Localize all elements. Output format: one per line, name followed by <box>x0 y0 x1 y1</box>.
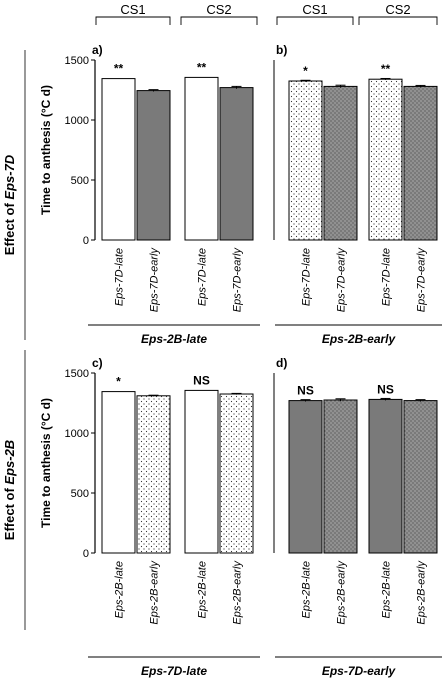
x-tick-label: Eps-7D-late <box>301 248 313 306</box>
bar <box>219 87 254 241</box>
group-bracket <box>95 16 171 25</box>
group-label: CS2 <box>206 2 231 17</box>
panel-d: d) Eps-2B-late Eps-2B-early Eps-2B-late Eps-… <box>273 356 442 678</box>
footer-label: Eps-7D-early <box>322 664 397 678</box>
bar <box>136 90 171 241</box>
significance-mark: NS <box>297 384 314 398</box>
group-label: CS2 <box>385 2 410 17</box>
x-tick-label: Eps-2B-late <box>381 561 393 618</box>
y-tick-label: 500 <box>71 175 89 187</box>
panel-label: c) <box>92 356 103 370</box>
row-title-top: Effect of Eps-7D <box>2 154 17 255</box>
group-bracket <box>276 16 354 25</box>
panel-b: CS1 CS2 b) Eps-7D-late Eps-7D-early Eps-7D-la… <box>273 2 442 346</box>
panel-label: b) <box>276 43 287 57</box>
panel-label: d) <box>276 356 287 370</box>
bar <box>368 398 403 554</box>
bar <box>368 78 403 241</box>
panels: CS1 CS2 0 500 1000 1500 Time to anthesis (°C d… <box>39 2 442 678</box>
y-axis-label: Time to anthesis (°C d) <box>39 398 53 528</box>
x-tick-label: Eps-2B-early <box>149 560 161 625</box>
panel-a: CS1 CS2 0 500 1000 1500 Time to anthesis (°C d… <box>39 2 260 346</box>
significance-mark: * <box>303 64 308 78</box>
significance-mark: ** <box>197 60 207 74</box>
footer-label: Eps-2B-late <box>141 332 207 346</box>
significance-mark: * <box>116 375 121 389</box>
bar <box>184 389 219 554</box>
bar <box>403 85 438 241</box>
x-tick-label: Eps-2B-late <box>114 561 126 618</box>
group-label: CS1 <box>302 2 327 17</box>
y-tick-label: 0 <box>83 235 89 247</box>
group-bracket <box>180 16 258 25</box>
x-tick-label: Eps-2B-late <box>197 561 209 618</box>
y-tick-label: 1000 <box>65 428 89 440</box>
bar <box>101 391 136 554</box>
significance-mark: ** <box>114 62 124 76</box>
significance-mark: NS <box>377 382 394 396</box>
bar <box>184 76 219 241</box>
x-tick-label: Eps-2B-early <box>336 560 348 625</box>
bar <box>288 400 323 554</box>
x-tick-label: Eps-7D-early <box>232 247 244 313</box>
y-tick-label: 500 <box>71 488 89 500</box>
y-tick-label: 1000 <box>65 115 89 127</box>
bar <box>288 80 323 241</box>
footer-label: Eps-2B-early <box>322 332 397 346</box>
bar <box>219 393 254 554</box>
group-label: CS1 <box>120 2 145 17</box>
x-tick-label: Eps-7D-early <box>336 247 348 313</box>
x-tick-label: Eps-7D-late <box>381 248 393 306</box>
panel-label: a) <box>92 43 103 57</box>
y-tick-label: 1500 <box>65 368 89 380</box>
x-tick-label: Eps-7D-early <box>149 247 161 313</box>
bar <box>101 78 136 241</box>
y-axis-label: Time to anthesis (°C d) <box>39 85 53 215</box>
bar <box>323 399 358 554</box>
y-tick-label: 0 <box>83 548 89 560</box>
row-title-bottom: Effect of Eps-2B <box>2 440 17 540</box>
significance-mark: ** <box>381 62 391 76</box>
bar <box>403 400 438 554</box>
footer-label: Eps-7D-late <box>141 664 207 678</box>
x-tick-label: Eps-7D-early <box>416 247 428 313</box>
significance-mark: NS <box>193 373 210 387</box>
panel-c: 0 500 1000 1500 Time to anthesis (°C d) c) Eps… <box>39 356 260 678</box>
y-tick-label: 1500 <box>65 55 89 67</box>
x-tick-label: Eps-2B-late <box>301 561 313 618</box>
bar <box>136 395 171 554</box>
x-tick-label: Eps-2B-early <box>232 560 244 625</box>
x-tick-label: Eps-7D-late <box>114 248 126 306</box>
group-bracket <box>358 16 438 25</box>
x-tick-label: Eps-7D-late <box>197 248 209 306</box>
bar <box>323 85 358 241</box>
x-tick-label: Eps-2B-early <box>416 560 428 625</box>
